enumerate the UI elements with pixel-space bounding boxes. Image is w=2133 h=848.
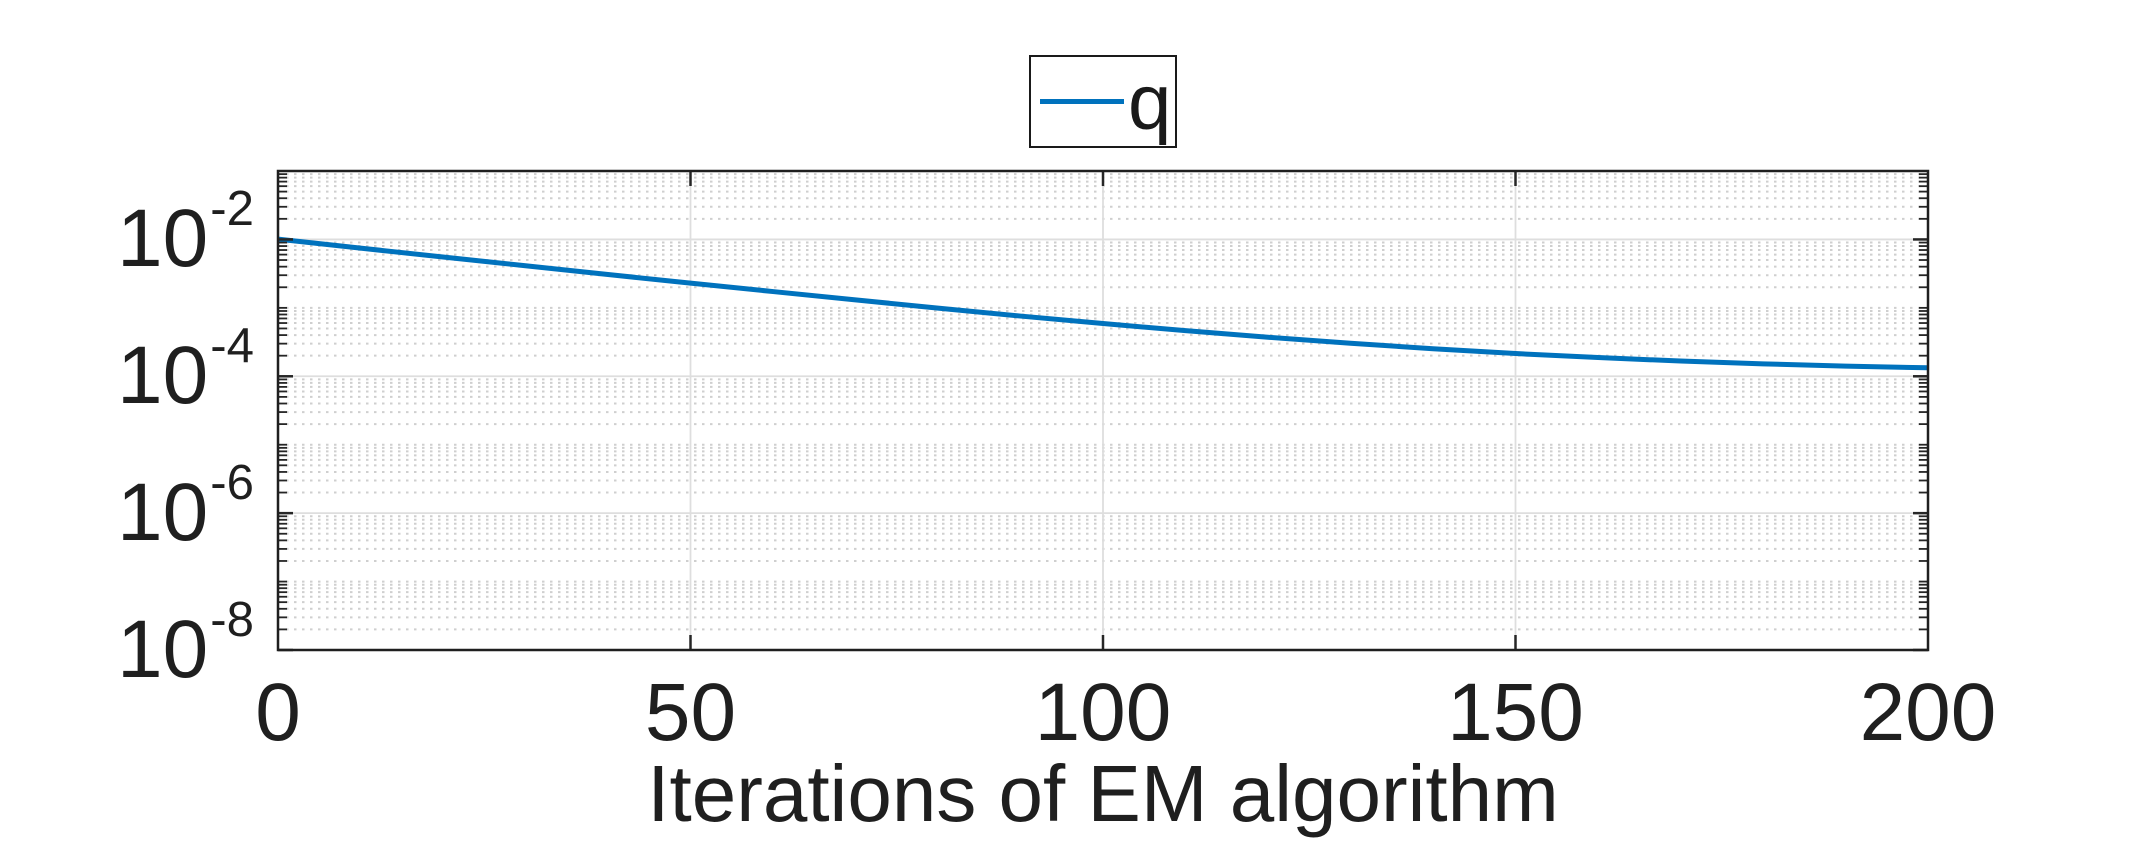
x-tick-label: 50 xyxy=(644,667,737,758)
y-tick-label: 10 -8 xyxy=(14,591,254,702)
y-tick-label-base: 10 xyxy=(117,604,209,695)
x-tick-label: 200 xyxy=(1859,667,1997,758)
y-tick-label: 10 -4 xyxy=(14,318,254,428)
series-line-q xyxy=(277,236,1929,371)
legend-label: q xyxy=(1128,57,1172,146)
y-tick-label-base: 10 xyxy=(117,467,209,559)
x-axis-title: Iterations of EM algorithm xyxy=(647,749,1559,838)
y-tick-label: 10 -6 xyxy=(14,455,254,565)
x-tick-label: 0 xyxy=(255,667,301,758)
y-tick-label-exponent: -4 xyxy=(210,318,254,374)
y-tick-label-exponent: -8 xyxy=(210,591,254,647)
y-tick-label: 10 -2 xyxy=(14,181,254,291)
legend-line-sample xyxy=(1040,99,1124,104)
y-tick-label-exponent: -2 xyxy=(210,181,254,237)
y-tick-label-exponent: -6 xyxy=(210,455,254,511)
y-tick-label-base: 10 xyxy=(117,193,209,285)
x-tick-label: 150 xyxy=(1447,667,1584,758)
y-tick-label-base: 10 xyxy=(117,330,209,422)
plot-border xyxy=(276,169,1930,652)
legend: q xyxy=(1029,55,1177,148)
x-tick-label: 100 xyxy=(1034,667,1172,758)
